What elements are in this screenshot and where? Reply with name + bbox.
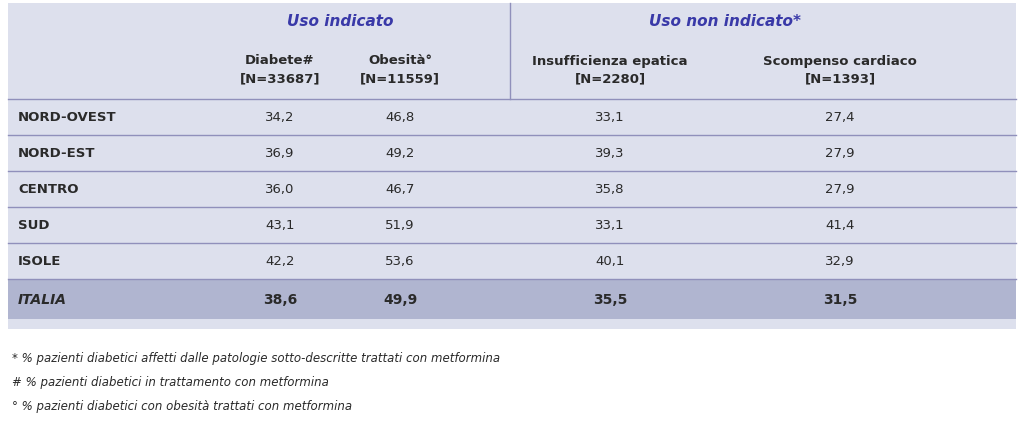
Text: 46,7: 46,7 [385,183,415,196]
Text: 49,9: 49,9 [383,292,417,306]
Text: * % pazienti diabetici affetti dalle patologie sotto-descritte trattati con metf: * % pazienti diabetici affetti dalle pat… [12,351,500,364]
Text: NORD-EST: NORD-EST [18,147,95,160]
Text: CENTRO: CENTRO [18,183,79,196]
Bar [8,4,1016,329]
Text: Insufficienza epatica
[N=2280]: Insufficienza epatica [N=2280] [532,54,688,85]
Text: 27,9: 27,9 [825,183,855,196]
Text: Diabete#
[N=33687]: Diabete# [N=33687] [240,54,321,85]
Text: 38,6: 38,6 [263,292,297,306]
Text: Scompenso cardiaco
[N=1393]: Scompenso cardiaco [N=1393] [763,54,916,85]
Text: 40,1: 40,1 [595,255,625,268]
Text: 36,9: 36,9 [265,147,295,160]
Text: 27,9: 27,9 [825,147,855,160]
Text: ISOLE: ISOLE [18,255,61,268]
Text: 43,1: 43,1 [265,219,295,232]
Text: 34,2: 34,2 [265,111,295,124]
Text: 49,2: 49,2 [385,147,415,160]
Text: 39,3: 39,3 [595,147,625,160]
Text: 35,8: 35,8 [595,183,625,196]
Text: 51,9: 51,9 [385,219,415,232]
Text: Uso non indicato*: Uso non indicato* [649,14,801,29]
Text: 53,6: 53,6 [385,255,415,268]
Text: 46,8: 46,8 [385,111,415,124]
Text: 33,1: 33,1 [595,111,625,124]
Text: 36,0: 36,0 [265,183,295,196]
Text: 41,4: 41,4 [825,219,855,232]
Text: Uso indicato: Uso indicato [287,14,393,29]
Text: NORD-OVEST: NORD-OVEST [18,111,117,124]
Text: ° % pazienti diabetici con obesità trattati con metformina: ° % pazienti diabetici con obesità tratt… [12,399,352,412]
Text: 31,5: 31,5 [823,292,857,306]
Text: 33,1: 33,1 [595,219,625,232]
Text: Obesità°
[N=11559]: Obesità° [N=11559] [360,54,440,85]
Text: ITALIA: ITALIA [18,292,67,306]
Text: 42,2: 42,2 [265,255,295,268]
Text: 35,5: 35,5 [593,292,627,306]
Text: 32,9: 32,9 [825,255,855,268]
Text: 27,4: 27,4 [825,111,855,124]
Text: # % pazienti diabetici in trattamento con metformina: # % pazienti diabetici in trattamento co… [12,375,329,388]
Bar [8,279,1016,319]
Text: SUD: SUD [18,219,49,232]
